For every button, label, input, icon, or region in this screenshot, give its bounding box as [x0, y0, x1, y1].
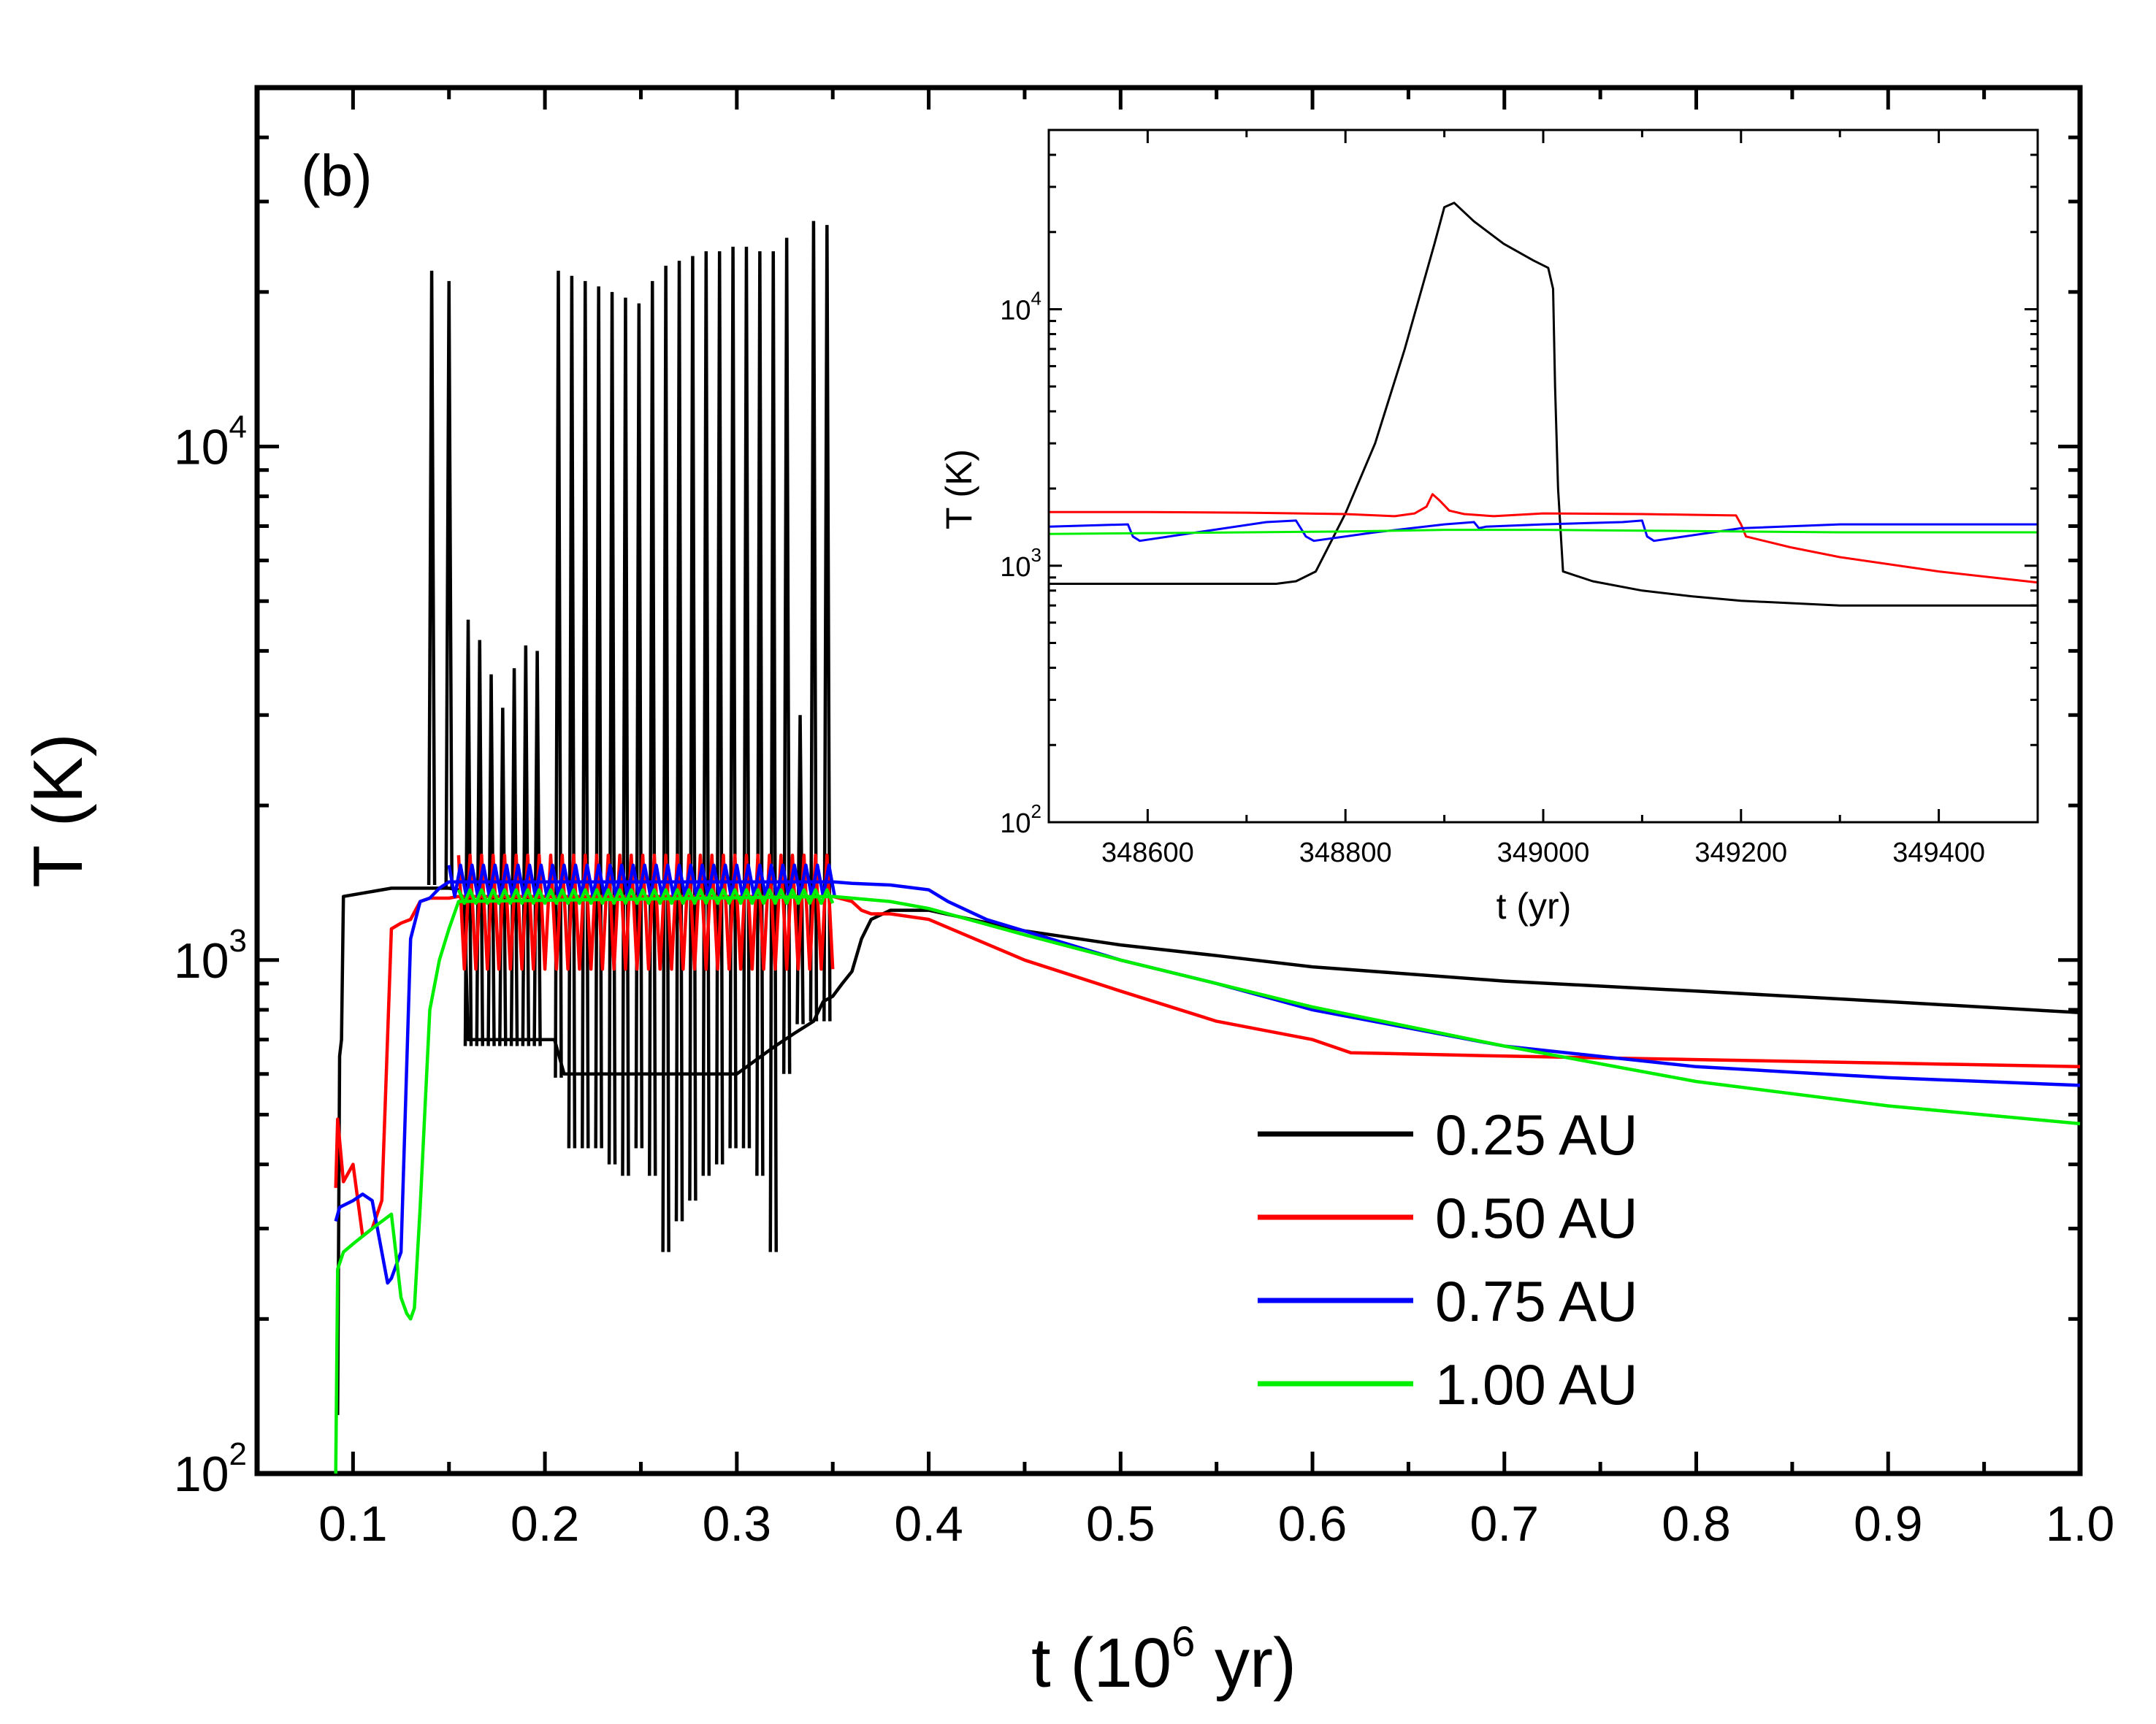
- main-y-tick-label-exp: 2: [229, 1436, 247, 1472]
- main-x-tick-label: 0.4: [894, 1496, 963, 1552]
- main-x-tick-label: 0.9: [1854, 1496, 1923, 1552]
- legend-item-0-75-au: 0.75 AU: [1258, 1269, 1638, 1333]
- main-plot: 0.1 0.2 0.3 0.4 0.5 0.6 0.7 0.8 0.9 1.0102103104 …: [19, 85, 2115, 1702]
- main-x-tick-label: 1.0: [2046, 1496, 2115, 1552]
- main-series-1-00-au-line: [334, 894, 2081, 1474]
- main-series-0-25-au-spike: [781, 237, 792, 1074]
- main-series-0-25-au-line: [336, 886, 2081, 1415]
- inset-y-tick-label: 102: [1000, 800, 1041, 839]
- inset-y-tick-label-base: 10: [1000, 552, 1031, 583]
- legend: 0.25 AU 0.50 AU 0.75 AU 1.00 AU: [1258, 1103, 1638, 1417]
- main-y-tick-label-base: 10: [174, 420, 229, 475]
- main-series-1-00-au-oscillation: [456, 888, 835, 905]
- main-series-0-25-au-spike: [607, 291, 617, 1165]
- inset-y-tick-label: 104: [1000, 288, 1041, 326]
- main-x-tick-label: 0.5: [1086, 1496, 1155, 1552]
- main-series-0-25-au-spike: [661, 265, 670, 1252]
- inset-y-tick-label-base: 10: [1000, 808, 1031, 839]
- main-series-0-25-au-spike: [768, 251, 779, 1252]
- inset-x-tick-label: 349400: [1892, 838, 1985, 868]
- inset-x-tick-label: 349200: [1694, 838, 1787, 868]
- inset-y-tick-label-exp: 4: [1031, 288, 1041, 310]
- main-series-0-25-au-spike: [594, 286, 603, 1149]
- main-y-tick-label-exp: 3: [229, 923, 247, 959]
- main-x-tick-label: 0.2: [511, 1496, 580, 1552]
- main-y-tick-label-base: 10: [174, 1447, 229, 1502]
- panel-label: (b): [301, 143, 372, 208]
- main-y-tick-label: 104: [174, 410, 247, 475]
- legend-item-1-00-au: 1.00 AU: [1258, 1352, 1638, 1417]
- main-y-axis-title: T (K): [19, 733, 97, 888]
- inset-plot: 348600 348800 349000 349200 349400102103104 …: [939, 129, 2039, 927]
- main-series-0-25-au-spike: [688, 256, 697, 1201]
- legend-label: 1.00 AU: [1435, 1352, 1638, 1417]
- legend-label: 0.75 AU: [1435, 1269, 1638, 1333]
- inset-plot-background: [1049, 130, 2038, 822]
- inset-y-tick-label-base: 10: [1000, 296, 1031, 326]
- inset-y-tick-label: 103: [1000, 544, 1041, 583]
- main-series-0-25-au-spike: [647, 280, 657, 1176]
- main-series-0-25-au-spike: [475, 640, 485, 1046]
- main-series-0-75-au-line: [334, 880, 2081, 1285]
- main-x-tick-label: 0.6: [1278, 1496, 1348, 1552]
- inset-series-1-00-au-line: [1048, 529, 2038, 535]
- main-series-0-25-au-spike: [808, 221, 819, 1022]
- main-x-tick-label: 0.7: [1470, 1496, 1540, 1552]
- main-series-0-25-au-spike: [822, 225, 832, 1022]
- main-series-0-25-au-spike: [532, 651, 542, 1046]
- main-y-tick-label-base: 10: [174, 933, 229, 989]
- main-series-0-25-au-spike: [581, 280, 590, 1149]
- main-series-0-25-au-spike: [634, 303, 644, 1149]
- main-series-0-25-au-spike: [427, 270, 437, 886]
- inset-x-axis-title: t (yr): [1496, 886, 1572, 927]
- legend-label: 0.25 AU: [1435, 1103, 1638, 1167]
- main-y-tick-label-exp: 4: [229, 410, 247, 445]
- inset-y-tick-label-exp: 3: [1031, 544, 1041, 566]
- main-plot-frame: [254, 85, 2083, 1476]
- main-x-axis-title-end: yr): [1195, 1624, 1296, 1702]
- inset-x-tick-label: 348600: [1101, 838, 1194, 868]
- inset-x-tick-label: 348800: [1299, 838, 1392, 868]
- main-y-tick-label: 102: [174, 1436, 247, 1502]
- main-x-axis-title-text: t (10: [1031, 1624, 1171, 1702]
- inset-y-tick-label-exp: 2: [1031, 800, 1041, 822]
- svg-text:t (106 yr): t (106 yr): [1031, 1618, 1296, 1702]
- main-series-0-25-au-spike: [674, 261, 684, 1222]
- main-series-0-25-au-spike: [621, 297, 630, 1176]
- main-x-tick-label: 0.3: [703, 1496, 772, 1552]
- inset-series-0-50-au-line: [1049, 493, 2038, 584]
- main-series-0-25-au-spike: [728, 246, 738, 1149]
- main-x-tick-label: 0.1: [318, 1496, 388, 1552]
- legend-item-0-50-au: 0.50 AU: [1258, 1186, 1638, 1250]
- main-series-0-25-au-spike: [714, 251, 725, 1165]
- main-y-tick-label: 103: [174, 923, 247, 989]
- inset-x-tick-label: 349000: [1497, 838, 1590, 868]
- main-x-axis-title-superscript: 6: [1171, 1618, 1195, 1666]
- inset-y-axis-title: T (K): [939, 449, 979, 529]
- inset-series-0-75-au-line: [1048, 519, 2038, 543]
- main-series-0-25-au-spike: [741, 246, 752, 1149]
- main-series-group: [334, 221, 2081, 1474]
- inset-series-group: [1048, 202, 2038, 607]
- main-series-0-25-au-spike: [701, 251, 711, 1176]
- legend-item-0-25-au: 0.25 AU: [1258, 1103, 1638, 1167]
- legend-label: 0.50 AU: [1435, 1186, 1638, 1250]
- main-series-0-75-au-oscillation: [447, 863, 837, 898]
- main-x-tick-label: 0.8: [1662, 1496, 1731, 1552]
- main-series-0-25-au-spike: [554, 270, 563, 1078]
- main-x-axis-title: t (106 yr): [1031, 1618, 1296, 1702]
- main-series-0-25-au-spike: [521, 645, 531, 1046]
- main-series-0-25-au-spike: [755, 251, 765, 1176]
- main-series-0-25-au-spike: [444, 280, 454, 889]
- main-series-0-25-au-spike: [567, 275, 577, 1149]
